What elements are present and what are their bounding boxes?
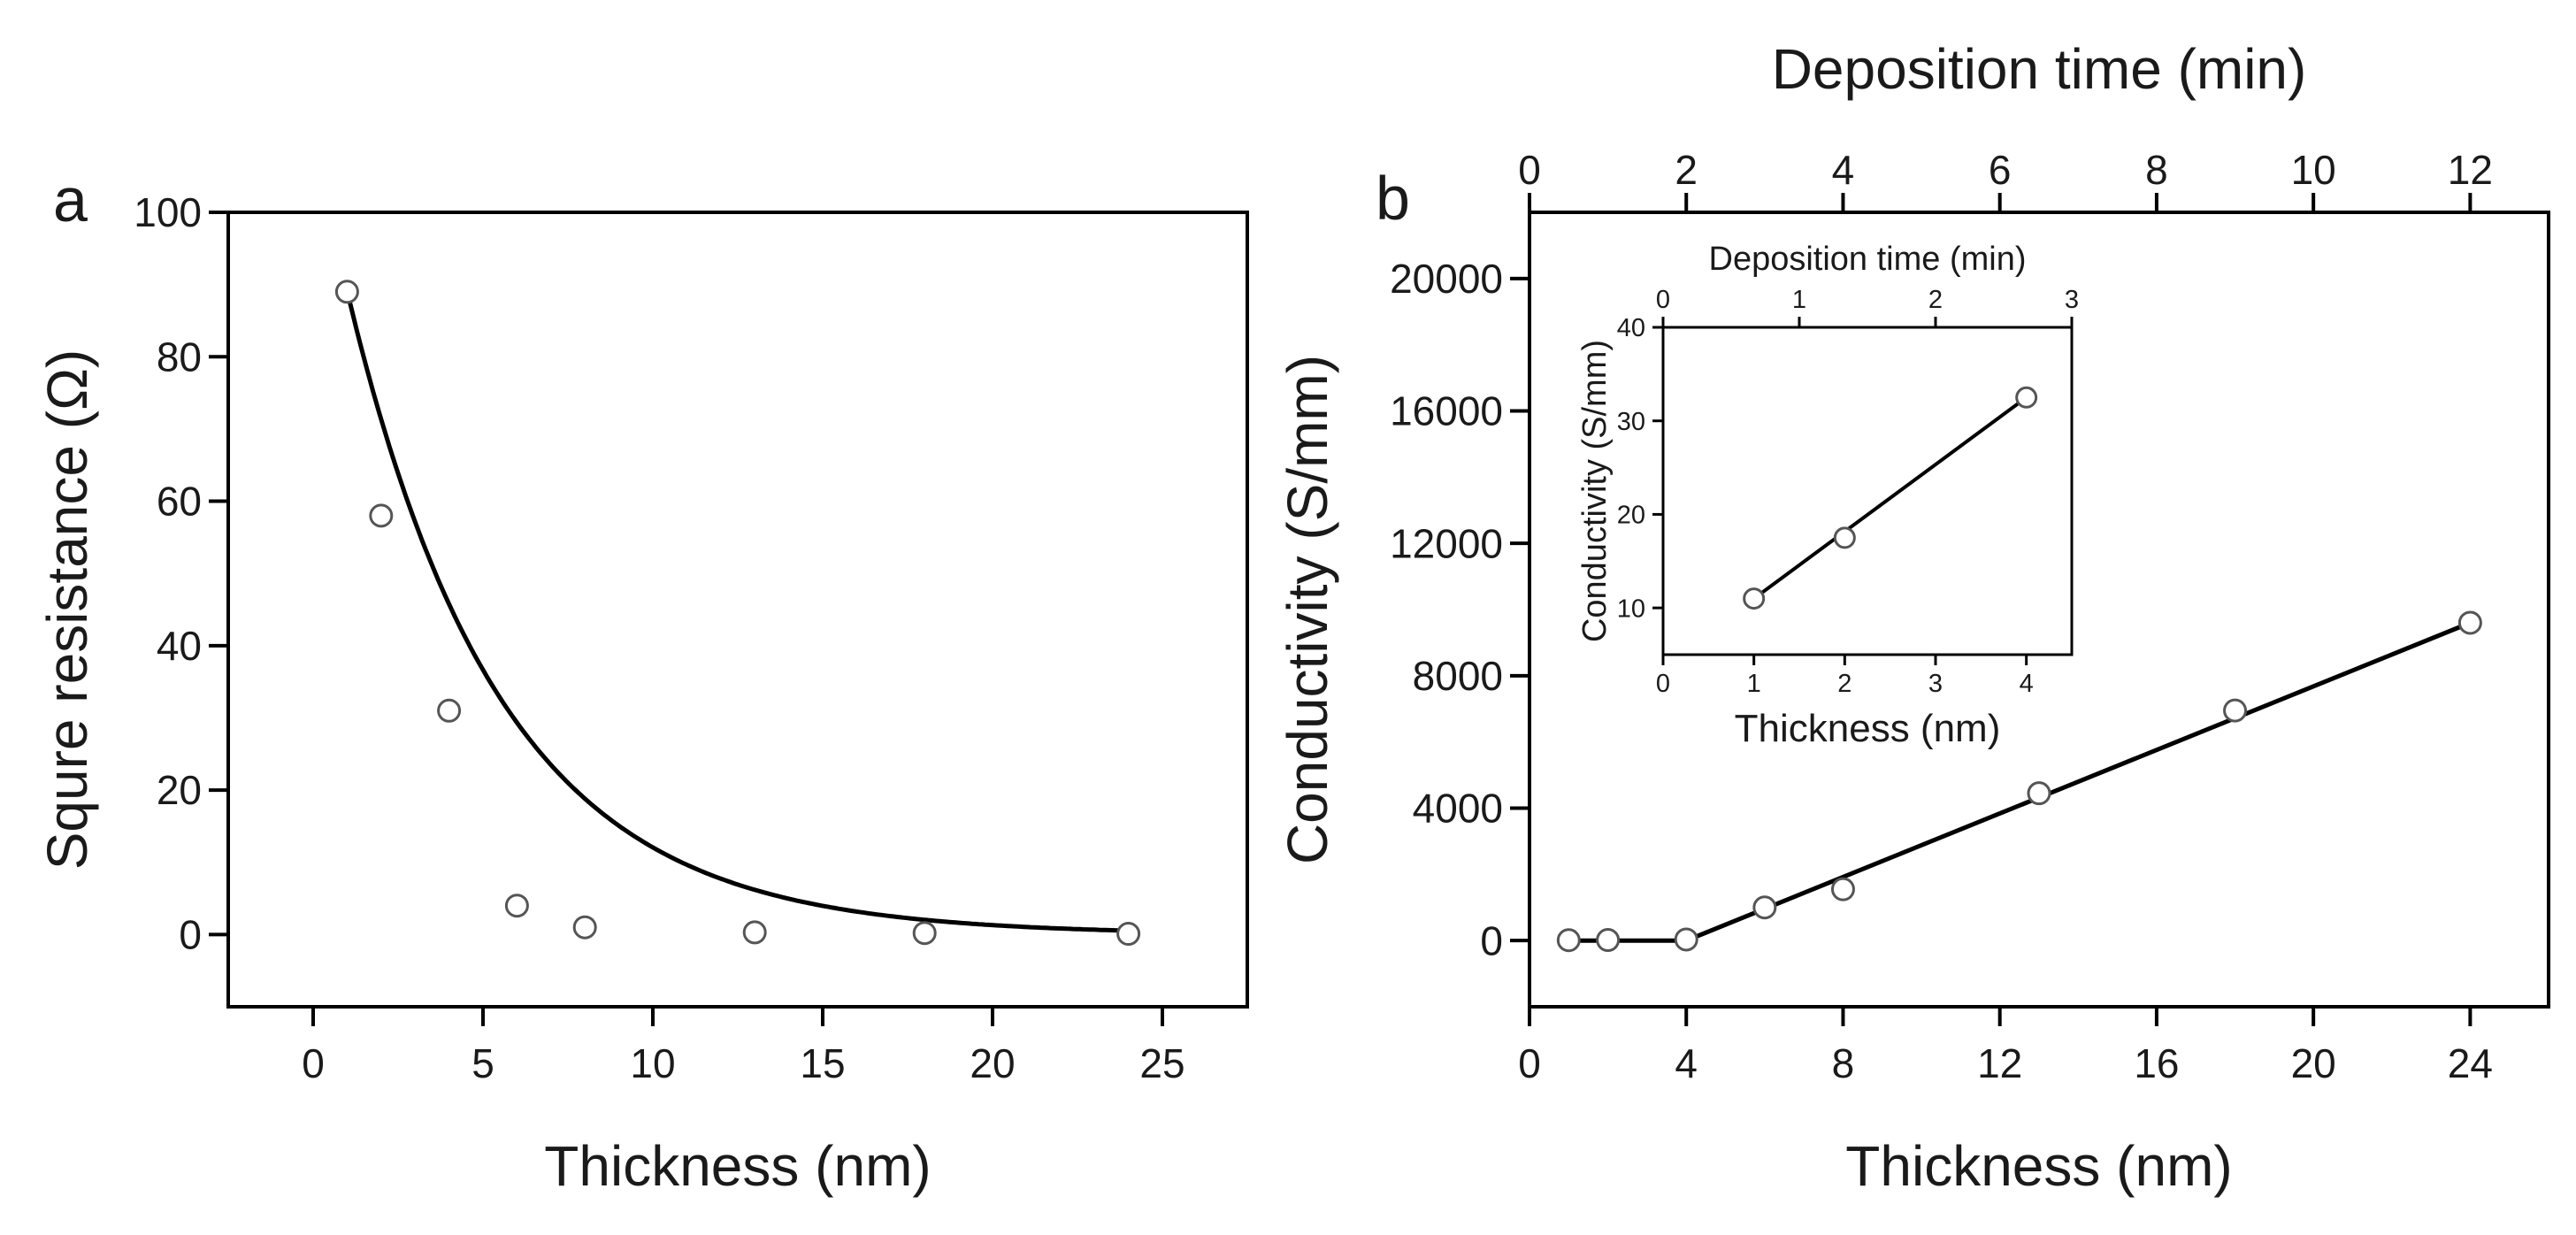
panel-b-label: b xyxy=(1376,164,1410,233)
inset-x-tick-label: 3 xyxy=(1928,670,1943,698)
inset-x-tick-label: 0 xyxy=(1656,670,1670,698)
panel-b-data-point xyxy=(2223,698,2248,723)
inset-y-tick-label: 30 xyxy=(1617,408,1645,436)
panel-a-label: a xyxy=(53,165,88,234)
panel-b-y-tick-label: 0 xyxy=(1480,917,1503,963)
inset-data-point xyxy=(1833,526,1856,549)
inset-top-x-tick-label: 0 xyxy=(1656,286,1670,314)
inset-top-x-tick-label: 2 xyxy=(1928,286,1943,314)
panel-a-data-point xyxy=(504,894,529,918)
inset-x-tick-label: 4 xyxy=(2020,670,2034,698)
panel-b-y-tick-label: 16000 xyxy=(1390,388,1503,434)
panel-b-top-x-axis-label: Deposition time (min) xyxy=(1772,37,2307,101)
inset-fit-line xyxy=(1752,395,2028,601)
panel-b-data-point xyxy=(2457,610,2482,635)
panel-b-y-tick-label: 12000 xyxy=(1390,520,1503,566)
panel-a-data-point xyxy=(334,280,359,304)
panel-a-x-tick-label: 25 xyxy=(1139,1040,1184,1086)
panel-a-fit-line xyxy=(344,290,1129,933)
panel-b-data-point xyxy=(1596,928,1621,953)
panel-a-y-axis-label: Squre resistance (Ω) xyxy=(35,349,99,871)
panel-a-y-tick-label: 0 xyxy=(179,911,202,957)
panel-a-x-tick-label: 0 xyxy=(302,1040,325,1086)
panel-a-data-point xyxy=(1116,922,1141,947)
panel-b-x-tick-label: 16 xyxy=(2134,1040,2179,1086)
panel-a-data-point xyxy=(369,503,394,528)
inset-y-tick-label: 20 xyxy=(1617,502,1645,530)
panel-a-data-point xyxy=(572,915,597,940)
inset-data-point xyxy=(1743,587,1766,610)
panel-a-y-tick-label: 60 xyxy=(157,479,202,525)
panel-a-plot-frame xyxy=(226,211,1249,1009)
inset-top-x-axis-label: Deposition time (min) xyxy=(1709,241,2027,278)
inset-x-tick-label: 1 xyxy=(1747,670,1761,698)
panel-b-x-tick-label: 0 xyxy=(1518,1040,1541,1086)
panel-a-y-tick-label: 20 xyxy=(157,767,202,813)
inset-marks: 0 1 2 3 4 10 20 30 40 0 1 2 3 xyxy=(1617,286,2079,698)
inset-y-tick-label: 40 xyxy=(1617,314,1645,342)
panel-a-x-tick-label: 20 xyxy=(970,1040,1015,1086)
panel-a-x-tick-label: 15 xyxy=(800,1040,845,1086)
panel-b-top-x-tick-label: 10 xyxy=(2291,147,2336,193)
panel-b-y-axis-label: Conductivity (S/mm) xyxy=(1276,355,1339,864)
panel-b-top-x-tick-label: 12 xyxy=(2448,147,2493,193)
panel-b-x-tick-label: 24 xyxy=(2448,1040,2493,1086)
panel-b-x-tick-label: 8 xyxy=(1832,1040,1855,1086)
panel-b-data-point xyxy=(1830,877,1855,901)
panel-b-data-point xyxy=(2027,781,2051,806)
panel-b-top-x-tick-label: 0 xyxy=(1518,147,1541,193)
panel-a-data-point xyxy=(912,921,937,946)
inset-x-tick-label: 2 xyxy=(1837,670,1852,698)
panel-a-x-axis-label: Thickness (nm) xyxy=(544,1134,931,1198)
panel-b-data-point xyxy=(1752,895,1777,920)
panel-b-x-tick-label: 4 xyxy=(1675,1040,1698,1086)
panel-b-plot-frame xyxy=(1528,211,2550,1009)
inset-data-point xyxy=(2015,386,2038,409)
panel-a-data-point xyxy=(437,698,462,723)
panel-a-data-point xyxy=(742,920,767,945)
panel-b-data-point xyxy=(1674,927,1698,952)
panel-a-x-tick-label: 10 xyxy=(630,1040,675,1086)
panel-b-top-x-tick-label: 6 xyxy=(1989,147,2012,193)
panel-b-y-tick-label: 8000 xyxy=(1413,653,1503,699)
panel-b-x-axis-label: Thickness (nm) xyxy=(1845,1134,2232,1198)
inset-y-axis-label: Conductivity (S/mm) xyxy=(1576,340,1614,642)
inset-y-tick-label: 10 xyxy=(1617,594,1645,623)
panel-a-x-tick-label: 5 xyxy=(472,1040,494,1086)
panel-b-top-x-tick-label: 4 xyxy=(1832,147,1855,193)
panel-b-data-point xyxy=(1556,928,1581,953)
panel-b-x-tick-label: 20 xyxy=(2291,1040,2336,1086)
inset-plot-frame xyxy=(1661,326,2074,656)
inset-x-axis-label: Thickness (nm) xyxy=(1735,707,2001,750)
inset-background xyxy=(1663,327,2072,655)
panel-b-y-tick-label: 20000 xyxy=(1390,256,1503,302)
panel-b-top-x-tick-label: 8 xyxy=(2145,147,2168,193)
panel-b-top-x-tick-label: 2 xyxy=(1675,147,1698,193)
panel-a-y-tick-label: 40 xyxy=(157,623,202,669)
inset-top-x-tick-label: 1 xyxy=(1792,286,1806,314)
panel-b-x-tick-label: 12 xyxy=(1977,1040,2022,1086)
panel-a-y-tick-label: 100 xyxy=(134,189,202,235)
panel-a-y-tick-label: 80 xyxy=(157,334,202,380)
panel-b-y-tick-label: 4000 xyxy=(1413,786,1503,832)
panel-a-marks: 0 5 10 15 20 25 0 20 40 60 80 100 xyxy=(134,189,1184,1086)
inset-top-x-tick-label: 3 xyxy=(2065,286,2079,314)
